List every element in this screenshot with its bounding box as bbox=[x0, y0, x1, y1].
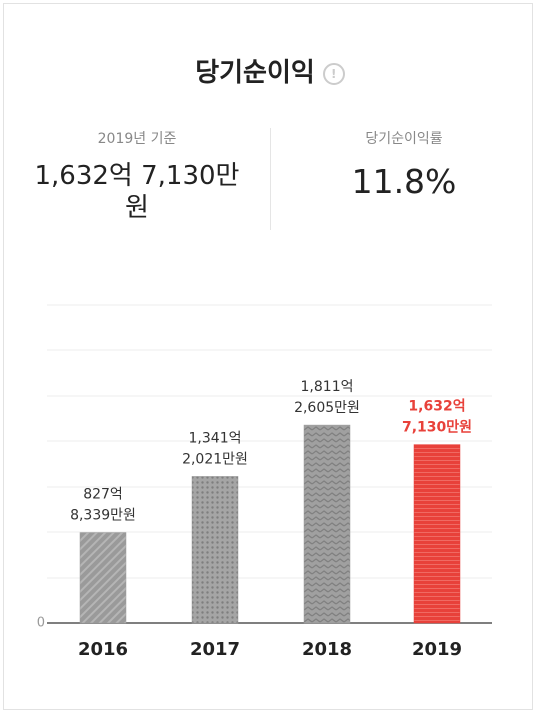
summary-value: 11.8% bbox=[351, 162, 457, 201]
summary-value: 1,632억 7,130만원 bbox=[34, 161, 240, 223]
title-row: 당기순이익! bbox=[0, 52, 540, 89]
x-tick-label: 2018 bbox=[302, 639, 352, 660]
value-label: 1,341억 bbox=[189, 430, 242, 446]
value-label: 1,632억 bbox=[408, 399, 465, 415]
summary-right: 당기순이익률 11.8% bbox=[271, 128, 537, 198]
summary-label: 당기순이익률 bbox=[365, 131, 443, 147]
x-tick-label: 2016 bbox=[78, 639, 128, 660]
x-tick-label: 2019 bbox=[412, 639, 462, 660]
value-label: 2,605만원 bbox=[294, 400, 360, 416]
bar bbox=[413, 444, 461, 624]
bar bbox=[303, 424, 351, 624]
value-label: 827억 bbox=[83, 487, 123, 503]
value-label: 2,021만원 bbox=[182, 451, 248, 467]
card bbox=[3, 3, 533, 710]
value-label: 7,130만원 bbox=[402, 420, 472, 436]
summary-label: 2019년 기준 bbox=[97, 131, 177, 147]
divider bbox=[270, 128, 271, 230]
info-icon[interactable]: ! bbox=[322, 62, 345, 85]
bar bbox=[191, 476, 239, 624]
summary-left: 2019년 기준 1,632억 7,130만원 bbox=[4, 128, 270, 224]
value-label: 8,339만원 bbox=[70, 508, 136, 524]
x-tick-label: 2017 bbox=[190, 639, 240, 660]
y-tick-label: 0 bbox=[37, 616, 45, 631]
value-label: 1,811억 bbox=[301, 379, 354, 395]
bar bbox=[79, 532, 127, 624]
title: 당기순이익 bbox=[195, 58, 315, 88]
